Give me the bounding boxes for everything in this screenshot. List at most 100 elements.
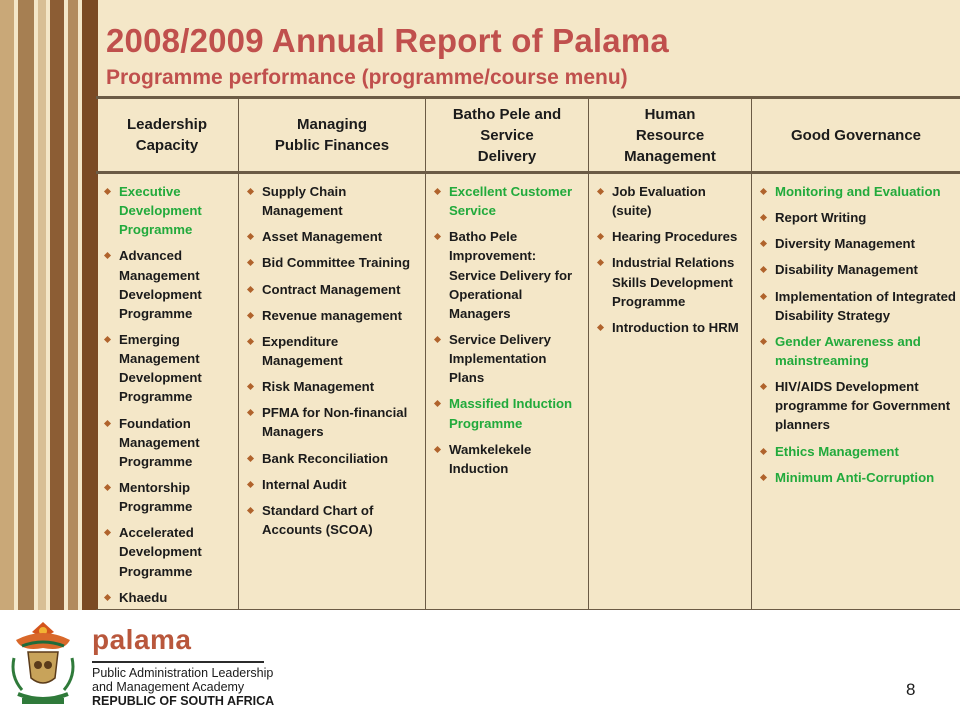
course-item-text: Contract Management [262,281,401,297]
page-subtitle: Programme performance (programme/course … [106,66,628,89]
course-item: Asset Management [246,227,421,246]
course-item: Implementation of Integrated Disability … [759,287,956,325]
brand-name: palama [92,624,192,655]
brand-line: and Management Academy [92,680,245,694]
coat-of-arms-icon [11,622,75,704]
course-item: Emerging Management Development Programm… [103,330,234,407]
diamond-bullet-icon [433,335,442,344]
course-item-text: Wamkelekele Induction [449,441,532,476]
course-item: Contract Management [246,280,421,299]
diamond-bullet-icon [433,233,442,241]
course-item: Expenditure Management [246,332,421,370]
course-item: Accelerated Development Programme [103,523,234,580]
course-item-text: Bid Committee Training [262,255,411,271]
course-item: PFMA for Non-financial Managers [246,403,421,441]
course-item: HIV/AIDS Development programme for Gover… [759,377,956,434]
course-item: Revenue management [246,306,421,325]
diamond-bullet-icon [759,383,768,391]
course-item: Ethics Management [759,442,956,461]
diamond-bullet-icon [759,187,768,196]
diamond-bullet-icon [759,240,768,248]
course-item-text: Expenditure Management [262,333,343,368]
diamond-bullet-icon [596,233,605,241]
course-item-text: Implementation of Integrated Disability … [775,288,956,323]
column-header: Human Resource Management [589,96,752,174]
diamond-bullet-icon [103,593,112,601]
course-item-text: Supply Chain Management [262,184,347,219]
column-body: Executive Development Programme Advanced … [96,174,239,610]
course-item-text: Khaedu [119,589,168,605]
diamond-bullet-icon [246,480,255,488]
course-item-text: Bank Reconciliation [262,450,389,466]
stripe [38,0,46,610]
course-item-text: Internal Audit [262,476,347,492]
course-item: Minimum Anti-Corruption [759,468,956,487]
column-header-label: Managing Public Finances [274,116,390,154]
column-header-label: Good Governance [790,126,922,144]
course-item: Advanced Management Development Programm… [103,246,234,323]
diamond-bullet-icon [103,335,112,344]
course-item-text: Batho Pele Improvement: Service Delivery… [449,229,573,321]
diamond-bullet-icon [759,266,768,274]
course-item: Industrial Relations Skills Development … [596,253,747,310]
column-header-label: Human Resource Management [624,105,716,165]
diamond-bullet-icon [759,292,768,300]
course-item-text: Job Evaluation (suite) [612,184,706,219]
course-item-text: Asset Management [262,229,383,245]
brand-line: REPUBLIC OF SOUTH AFRICA [92,694,275,708]
course-menu-table: Leadership Capacity Managing Public Fina… [96,96,960,610]
course-item-text: Accelerated Development Programme [119,525,202,579]
diamond-bullet-icon [103,483,112,492]
course-item-text: HIV/AIDS Development programme for Gover… [775,379,951,433]
column-body: Excellent Customer Service Batho Pele Imp… [426,174,589,610]
course-list: Monitoring and Evaluation Report Writing D… [759,182,956,487]
slide-background [0,0,960,610]
course-item: Risk Management [246,377,421,396]
course-item-text: PFMA for Non-financial Managers [262,405,408,440]
course-item-text: Foundation Management Programme [119,415,200,469]
diamond-bullet-icon [596,259,605,267]
course-item: Massified Induction Programme [433,394,584,432]
course-item: Service Delivery Implementation Plans [433,330,584,387]
course-item: Job Evaluation (suite) [596,182,747,220]
diamond-bullet-icon [103,187,112,196]
course-item: Bank Reconciliation [246,449,421,468]
course-item-text: Disability Management [775,262,918,278]
course-item: Mentorship Programme [103,478,234,516]
diamond-bullet-icon [433,187,442,196]
diamond-bullet-icon [246,409,255,417]
column-header-label: Leadership Capacity [126,116,208,154]
course-item-text: Excellent Customer Service [449,184,573,219]
course-item: Wamkelekele Induction [433,440,584,478]
course-item: Report Writing [759,208,956,227]
course-item: Gender Awareness and mainstreaming [759,332,956,370]
diamond-bullet-icon [103,529,112,537]
course-item-text: Advanced Management Development Programm… [119,248,202,321]
decorative-stripes [0,0,100,610]
course-item: Introduction to HRM [596,318,747,337]
stripe [50,0,64,610]
course-item: Batho Pele Improvement: Service Delivery… [433,227,584,323]
course-item-text: Report Writing [775,210,867,226]
course-item: Bid Committee Training [246,253,421,272]
course-item-text: Mentorship Programme [119,479,193,515]
diamond-bullet-icon [246,454,255,462]
diamond-bullet-icon [246,187,255,196]
diamond-bullet-icon [759,473,768,481]
column-header: Batho Pele and Service Delivery [426,96,589,174]
diamond-bullet-icon [246,285,255,293]
course-item: Monitoring and Evaluation [759,182,956,201]
column-body: Supply Chain Management Asset Management B… [239,174,426,610]
column-body: Job Evaluation (suite) Hearing Procedures… [589,174,752,610]
course-item: Internal Audit [246,475,421,494]
column-body: Monitoring and Evaluation Report Writing D… [752,174,960,610]
diamond-bullet-icon [246,233,255,241]
diamond-bullet-icon [103,419,112,427]
course-item-text: Risk Management [262,379,375,395]
course-list: Executive Development Programme Advanced … [103,182,234,607]
diamond-bullet-icon [759,447,768,455]
course-item-text: Ethics Management [775,443,899,459]
brand-line: Public Administration Leadership [92,666,274,680]
diamond-bullet-icon [246,383,255,391]
brand-divider [92,661,264,663]
